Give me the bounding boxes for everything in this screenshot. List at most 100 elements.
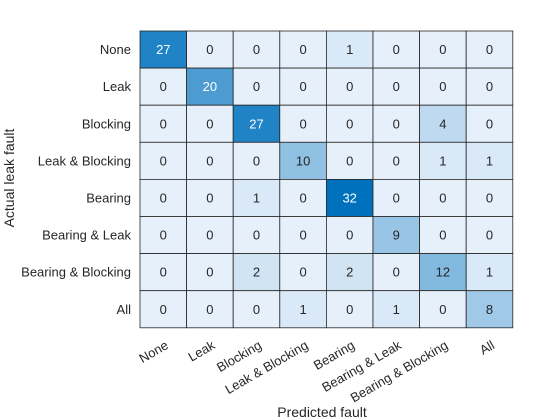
cell-value: 20 — [203, 79, 217, 94]
cell-value: 0 — [206, 190, 213, 205]
matrix-cell — [139, 253, 187, 292]
cell-value: 0 — [206, 42, 213, 57]
row-tick-label: All — [117, 302, 132, 317]
cell-value: 1 — [253, 190, 260, 205]
matrix-cell — [465, 253, 514, 292]
cell-value: 0 — [160, 228, 167, 243]
row-tick-label: None — [100, 42, 131, 57]
cell-value: 0 — [393, 153, 400, 168]
matrix-cell — [232, 216, 281, 254]
row-tick-label: Bearing & Leak — [42, 228, 131, 243]
matrix-cell — [279, 104, 327, 143]
cell-value: 0 — [439, 42, 446, 57]
column-tick-label: None — [136, 337, 170, 366]
cell-value: 0 — [346, 153, 353, 168]
cell-value: 1 — [486, 265, 493, 280]
matrix-cell — [465, 67, 514, 106]
cell-value: 0 — [346, 79, 353, 94]
matrix-cell — [232, 30, 281, 69]
matrix-cell — [419, 216, 467, 254]
matrix-cell — [186, 67, 234, 106]
matrix-cells: 27 0 0 0 1 0 0 00 20 0 0 0 0 0 00 0 27 0 0 0 4 00 0 0 10 0 0 1 10 0 1 0… — [139, 30, 514, 329]
matrix-cell — [325, 178, 374, 217]
matrix-cell — [419, 178, 467, 217]
matrix-cell — [279, 290, 327, 329]
matrix-cell — [419, 253, 467, 292]
cell-value: 1 — [486, 153, 493, 168]
matrix-cell — [279, 67, 327, 106]
cell-value: 27 — [249, 116, 263, 131]
cell-value: 0 — [206, 265, 213, 280]
row-labels: None Leak Blocking Leak & Blocking Bearing Be… — [21, 42, 131, 317]
cell-value: 0 — [160, 265, 167, 280]
matrix-cell — [419, 141, 467, 180]
cell-value: 0 — [253, 153, 260, 168]
matrix-cell — [465, 216, 514, 254]
cell-value: 0 — [346, 228, 353, 243]
cell-value: 0 — [299, 42, 306, 57]
cell-value: 0 — [393, 42, 400, 57]
cell-value: 2 — [346, 265, 353, 280]
cell-value: 10 — [296, 153, 310, 168]
cell-value: 0 — [486, 190, 493, 205]
matrix-cell — [465, 290, 514, 329]
cell-value: 0 — [346, 116, 353, 131]
cell-value: 0 — [439, 79, 446, 94]
matrix-cell — [325, 104, 374, 143]
matrix-cell — [372, 67, 420, 106]
cell-value: 0 — [253, 302, 260, 317]
cell-value: 1 — [439, 153, 446, 168]
cell-value: 0 — [206, 228, 213, 243]
matrix-cell — [372, 216, 420, 254]
matrix-cell — [139, 104, 187, 143]
cell-value: 0 — [439, 302, 446, 317]
cell-value: 0 — [160, 153, 167, 168]
cell-value: 0 — [299, 79, 306, 94]
cell-value: 0 — [206, 302, 213, 317]
matrix-cell — [465, 104, 514, 143]
matrix-cell — [186, 30, 234, 69]
row-tick-label: Blocking — [82, 116, 131, 131]
column-tick-label: All — [477, 337, 497, 357]
cell-value: 0 — [253, 228, 260, 243]
cell-value: 4 — [439, 116, 446, 131]
matrix-cell — [465, 30, 514, 69]
cell-value: 0 — [160, 302, 167, 317]
matrix-cell — [372, 30, 420, 69]
matrix-cell — [419, 104, 467, 143]
cell-value: 27 — [156, 42, 170, 57]
matrix-cell — [139, 30, 187, 69]
cell-value: 0 — [299, 228, 306, 243]
matrix-cell — [465, 178, 514, 217]
cell-value: 0 — [160, 79, 167, 94]
cell-value: 0 — [439, 228, 446, 243]
cell-value: 1 — [393, 302, 400, 317]
matrix-cell — [232, 290, 281, 329]
matrix-cell — [372, 290, 420, 329]
cell-value: 0 — [393, 190, 400, 205]
row-tick-label: Leak & Blocking — [38, 153, 131, 168]
column-tick-label: Leak — [185, 337, 217, 364]
matrix-cell — [139, 141, 187, 180]
cell-value: 0 — [253, 42, 260, 57]
matrix-cell — [279, 178, 327, 217]
cell-value: 0 — [486, 116, 493, 131]
matrix-cell — [372, 253, 420, 292]
cell-value: 0 — [486, 228, 493, 243]
cell-value: 9 — [393, 228, 400, 243]
cell-value: 0 — [253, 79, 260, 94]
matrix-cell — [232, 141, 281, 180]
cell-value: 0 — [486, 79, 493, 94]
cell-value: 0 — [439, 190, 446, 205]
cell-value: 0 — [299, 116, 306, 131]
cell-value: 8 — [486, 302, 493, 317]
matrix-cell — [186, 216, 234, 254]
cell-value: 0 — [393, 116, 400, 131]
row-tick-label: Bearing — [86, 190, 131, 205]
matrix-cell — [186, 253, 234, 292]
matrix-cell — [186, 104, 234, 143]
cell-value: 32 — [342, 190, 356, 205]
row-tick-label: Bearing & Blocking — [21, 265, 131, 280]
cell-value: 1 — [346, 42, 353, 57]
